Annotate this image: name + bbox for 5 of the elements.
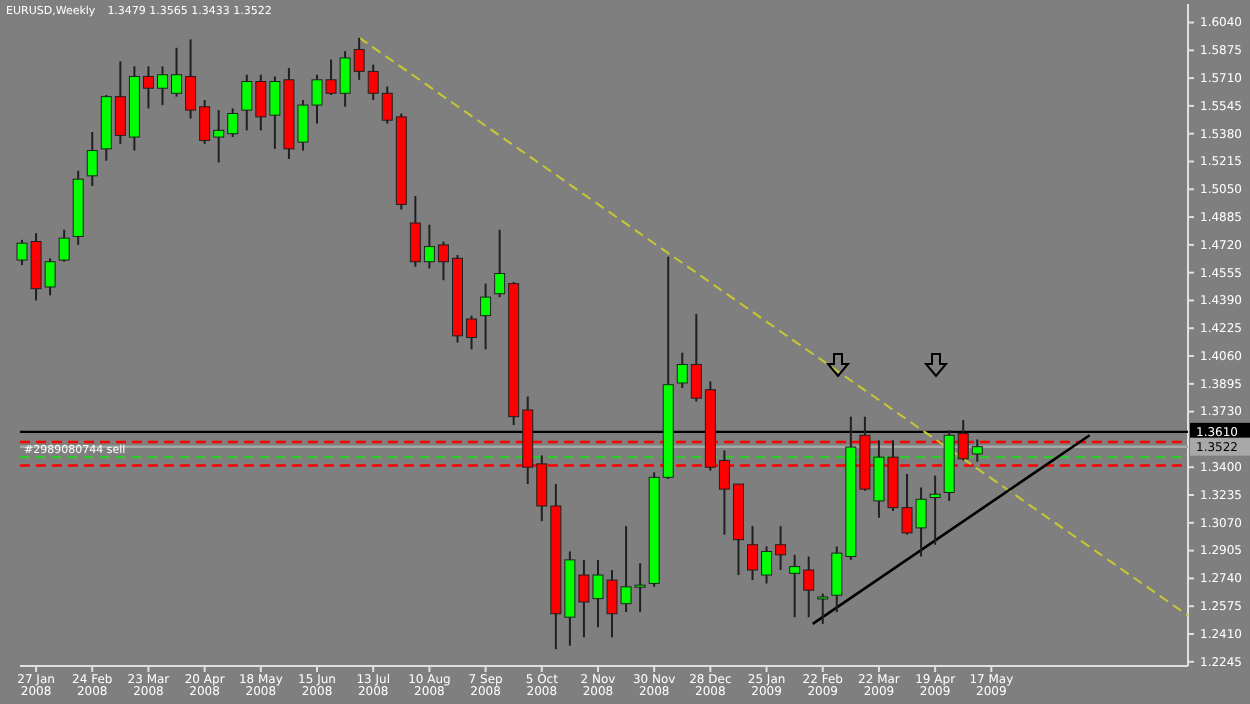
candlestick (86, 131, 98, 187)
candlestick (480, 282, 492, 351)
candlestick (817, 592, 829, 625)
candlestick (929, 474, 941, 546)
candlestick (58, 228, 70, 263)
